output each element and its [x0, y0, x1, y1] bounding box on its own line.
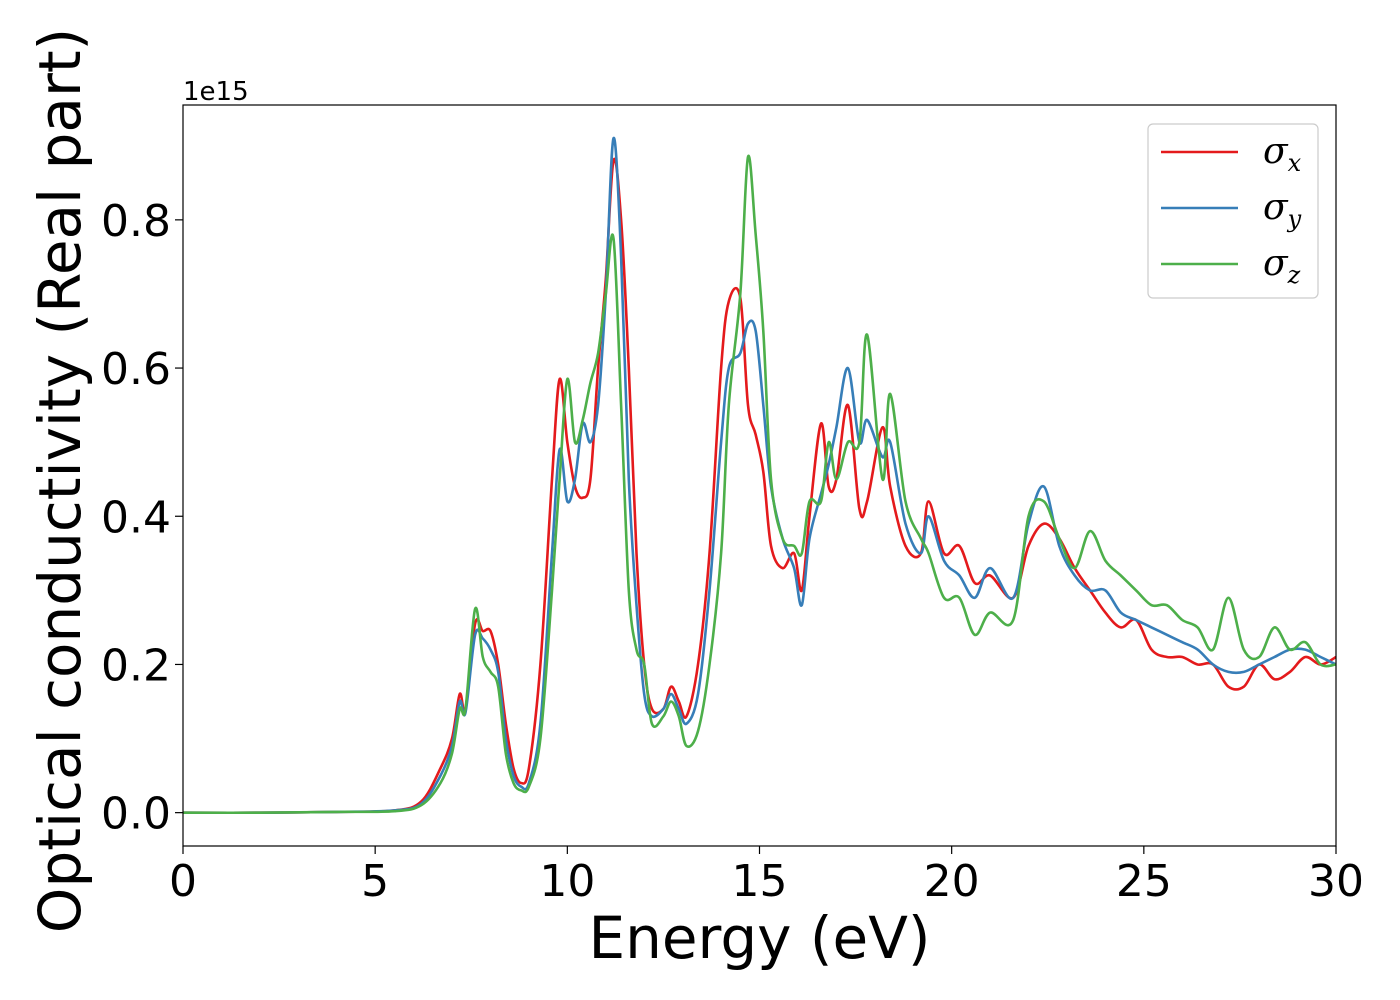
legend-subscript: z: [1287, 261, 1301, 289]
legend-symbol: σ: [1263, 187, 1289, 228]
x-tick-label: 30: [1308, 856, 1364, 907]
legend-symbol: σ: [1263, 243, 1289, 284]
x-tick-label: 15: [732, 856, 788, 907]
x-tick-label: 10: [539, 856, 595, 907]
legend-box: [1147, 123, 1319, 299]
legend-label-x: σx: [1263, 131, 1302, 177]
series-line-y: [183, 136, 1336, 815]
y-tick-label: 0.0: [101, 789, 171, 840]
legend-label-y: σy: [1263, 187, 1302, 233]
axis-ticks: 0 5 10 15 20 25 30 0.0 0.2 0.4 0.6 0.8: [101, 196, 1364, 907]
series-line-z: [183, 154, 1336, 815]
x-tick-label: 0: [169, 856, 197, 907]
x-tick-label: 25: [1116, 856, 1172, 907]
y-tick-label: 0.4: [101, 492, 171, 543]
legend-subscript: x: [1288, 149, 1302, 177]
series-line-x: [183, 157, 1336, 815]
x-axis-label: Energy (eV): [588, 904, 930, 972]
y-tick-label: 0.8: [101, 196, 171, 247]
y-axis-label: Optical conductivity (Real part): [26, 28, 94, 933]
series-lines: [183, 136, 1336, 815]
y-tick-label: 0.2: [101, 640, 171, 691]
y-offset-label: 1e15: [183, 77, 249, 107]
y-tick-label: 0.6: [101, 344, 171, 395]
x-tick-label: 5: [361, 856, 389, 907]
legend-subscript: y: [1287, 205, 1302, 233]
legend-symbol: σ: [1263, 131, 1289, 172]
x-tick-label: 20: [924, 856, 980, 907]
legend-label-z: σz: [1263, 243, 1301, 289]
